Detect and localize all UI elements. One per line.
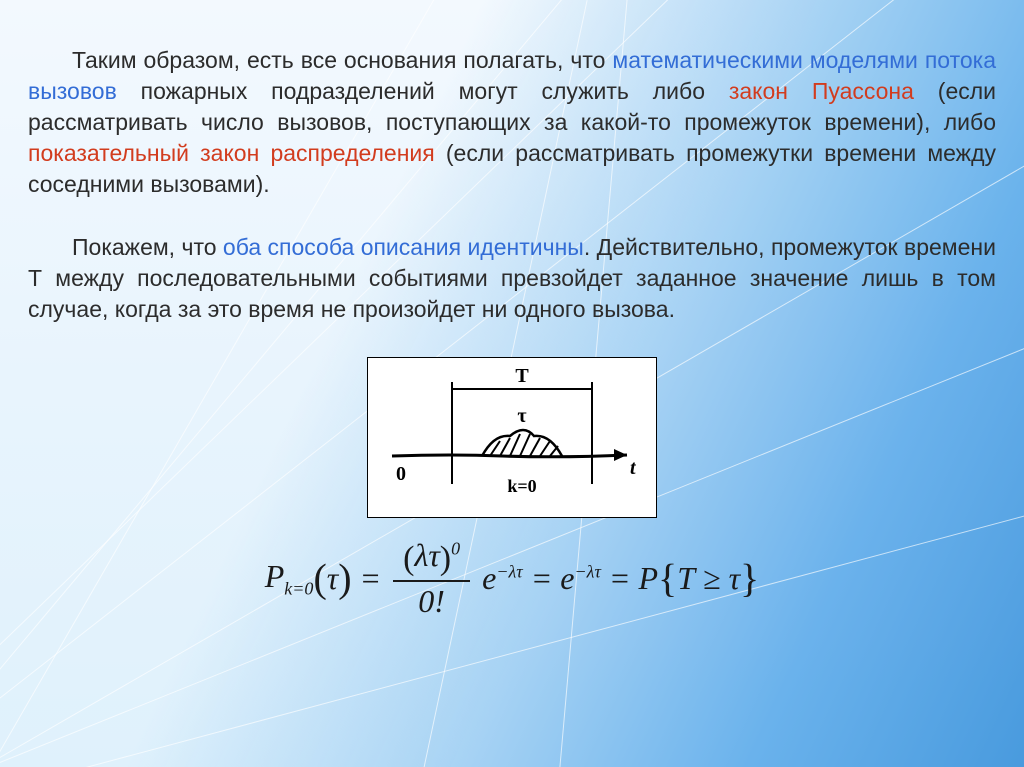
- p1-text: Таким образом, есть все основания полага…: [72, 47, 612, 73]
- formula-container: Pk=0(τ) = (λτ)0 0! e−λτ = e−λτ = P{T ≥ τ…: [28, 538, 996, 619]
- rparen-icon: ): [338, 556, 351, 601]
- fraction: (λτ)0 0!: [393, 538, 470, 619]
- sym-tau: τ: [327, 560, 338, 596]
- formula: Pk=0(τ) = (λτ)0 0! e−λτ = e−λτ = P{T ≥ τ…: [265, 538, 760, 619]
- eq: =: [609, 560, 639, 596]
- sym-T: T: [677, 560, 695, 596]
- label-t-axis: t: [630, 457, 637, 479]
- sym-P: Pk=0: [265, 558, 314, 594]
- lbrace-icon: {: [658, 556, 677, 601]
- lparen-icon: (: [313, 556, 326, 601]
- p1-text: пожарных подразделений могут служить либ…: [117, 78, 729, 104]
- rbrace-icon: }: [740, 556, 759, 601]
- p1-red-1: закон Пуассона: [729, 78, 914, 104]
- label-tau: τ: [517, 405, 526, 427]
- p1-red-2: показательный закон распределения: [28, 140, 435, 166]
- label-T: T: [515, 365, 529, 387]
- sym-e2: e−λτ: [560, 560, 601, 596]
- sym-e1: e−λτ: [482, 560, 523, 596]
- diagram-container: T τ 0 t k=0: [28, 357, 996, 518]
- timeline-diagram: T τ 0 t k=0: [367, 357, 657, 518]
- p2-blue: оба способа описания идентичны: [223, 234, 584, 260]
- diagram-svg: T τ 0 t k=0: [382, 364, 642, 504]
- sym-P2: P: [638, 560, 658, 596]
- frac-den: 0!: [393, 582, 470, 619]
- label-k0: k=0: [507, 476, 536, 496]
- eq: =: [531, 560, 561, 596]
- p2-text: Покажем, что: [72, 234, 223, 260]
- paragraph-2: Покажем, что оба способа описания иденти…: [28, 232, 996, 325]
- sym-tau2: τ: [729, 560, 740, 596]
- frac-num: (λτ)0: [393, 538, 470, 581]
- label-origin: 0: [396, 463, 406, 485]
- paragraph-1: Таким образом, есть все основания полага…: [28, 45, 996, 200]
- slide-content: Таким образом, есть все основания полага…: [0, 0, 1024, 619]
- sym-ge: ≥: [695, 560, 729, 596]
- eq: =: [360, 560, 390, 596]
